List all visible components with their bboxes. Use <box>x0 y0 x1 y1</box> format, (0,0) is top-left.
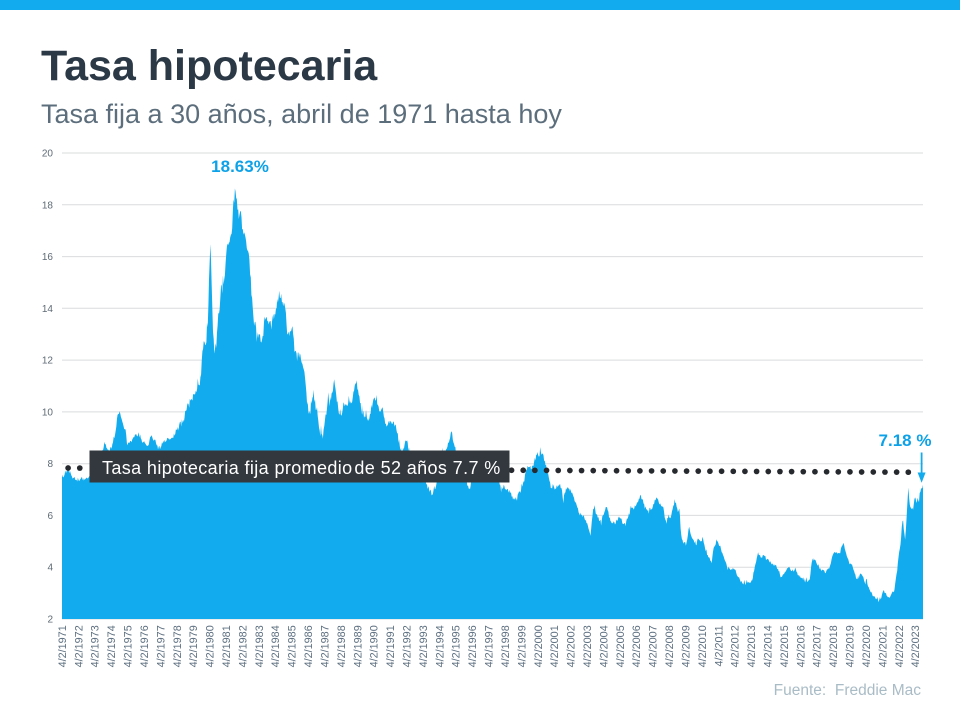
svg-text:4/2/1986: 4/2/1986 <box>303 625 315 667</box>
svg-text:4/2/2000: 4/2/2000 <box>533 625 545 667</box>
svg-text:4/2/2019: 4/2/2019 <box>845 625 857 667</box>
svg-text:4/2/2022: 4/2/2022 <box>894 625 906 667</box>
svg-text:4/2/2005: 4/2/2005 <box>615 625 627 667</box>
svg-text:14: 14 <box>42 304 54 315</box>
svg-text:4/2/2001: 4/2/2001 <box>549 625 561 667</box>
svg-text:18.63%: 18.63% <box>211 157 269 176</box>
svg-text:4/2/1989: 4/2/1989 <box>352 625 364 667</box>
svg-text:4/2/1977: 4/2/1977 <box>155 625 167 667</box>
svg-text:4/2/1980: 4/2/1980 <box>205 625 217 667</box>
svg-text:4/2/1984: 4/2/1984 <box>270 625 282 667</box>
svg-text:4/2/1993: 4/2/1993 <box>418 625 430 667</box>
svg-text:4/2/2007: 4/2/2007 <box>648 625 660 667</box>
svg-text:18: 18 <box>42 200 54 211</box>
svg-text:6: 6 <box>47 511 53 522</box>
svg-text:4/2/2020: 4/2/2020 <box>861 625 873 667</box>
svg-text:4/2/1978: 4/2/1978 <box>172 625 184 667</box>
svg-text:4/2/2004: 4/2/2004 <box>598 625 610 667</box>
svg-text:4/2/2009: 4/2/2009 <box>681 625 693 667</box>
svg-text:4/2/1971: 4/2/1971 <box>57 625 69 667</box>
svg-text:4/2/1988: 4/2/1988 <box>336 625 348 667</box>
svg-text:4/2/2002: 4/2/2002 <box>566 625 578 667</box>
svg-text:4/2/1975: 4/2/1975 <box>123 625 135 667</box>
svg-text:4/2/1991: 4/2/1991 <box>385 625 397 667</box>
svg-text:4/2/2010: 4/2/2010 <box>697 625 709 667</box>
svg-text:4/2/2011: 4/2/2011 <box>713 625 725 666</box>
svg-text:4/2/2013: 4/2/2013 <box>746 625 758 667</box>
svg-text:4/2/1982: 4/2/1982 <box>237 625 249 667</box>
svg-text:4/2/1985: 4/2/1985 <box>287 625 299 667</box>
svg-text:4/2/1979: 4/2/1979 <box>188 625 200 667</box>
svg-text:4/2/2008: 4/2/2008 <box>664 625 676 667</box>
svg-text:4/2/1990: 4/2/1990 <box>369 625 381 667</box>
svg-text:4/2/2018: 4/2/2018 <box>828 625 840 667</box>
svg-text:Tasa hipotecaria fija promedio: Tasa hipotecaria fija promedio de 52 año… <box>102 458 501 478</box>
svg-text:4/2/2017: 4/2/2017 <box>812 625 824 667</box>
svg-text:4/2/1983: 4/2/1983 <box>254 625 266 667</box>
svg-text:12: 12 <box>42 356 54 367</box>
svg-text:4/2/1995: 4/2/1995 <box>451 625 463 667</box>
svg-text:4/2/1974: 4/2/1974 <box>106 625 118 667</box>
svg-text:4/2/1987: 4/2/1987 <box>320 625 332 667</box>
svg-text:4/2/2006: 4/2/2006 <box>631 625 643 667</box>
svg-text:4/2/1999: 4/2/1999 <box>516 625 528 667</box>
svg-text:4/2/1972: 4/2/1972 <box>73 625 85 667</box>
svg-text:4/2/1976: 4/2/1976 <box>139 625 151 667</box>
svg-text:4/2/1992: 4/2/1992 <box>402 625 414 667</box>
svg-text:4/2/2014: 4/2/2014 <box>763 625 775 667</box>
svg-text:4/2/2016: 4/2/2016 <box>795 625 807 667</box>
svg-text:4/2/2021: 4/2/2021 <box>877 625 889 667</box>
svg-text:2: 2 <box>47 615 53 626</box>
svg-text:4/2/2012: 4/2/2012 <box>730 625 742 667</box>
svg-text:8: 8 <box>47 459 53 470</box>
svg-text:4/2/1973: 4/2/1973 <box>90 625 102 667</box>
svg-text:4/2/1997: 4/2/1997 <box>484 625 496 667</box>
svg-text:4/2/2003: 4/2/2003 <box>582 625 594 667</box>
svg-text:7.18 %: 7.18 % <box>879 431 932 450</box>
svg-text:4/2/2015: 4/2/2015 <box>779 625 791 667</box>
svg-text:4/2/2023: 4/2/2023 <box>910 625 922 667</box>
svg-text:10: 10 <box>42 407 54 418</box>
svg-text:4/2/1994: 4/2/1994 <box>434 625 446 667</box>
svg-text:4/2/1981: 4/2/1981 <box>221 625 233 667</box>
svg-text:4/2/1996: 4/2/1996 <box>467 625 479 667</box>
svg-text:20: 20 <box>42 149 54 160</box>
svg-text:4/2/1998: 4/2/1998 <box>500 625 512 667</box>
svg-text:16: 16 <box>42 252 54 263</box>
svg-text:4: 4 <box>47 563 53 574</box>
